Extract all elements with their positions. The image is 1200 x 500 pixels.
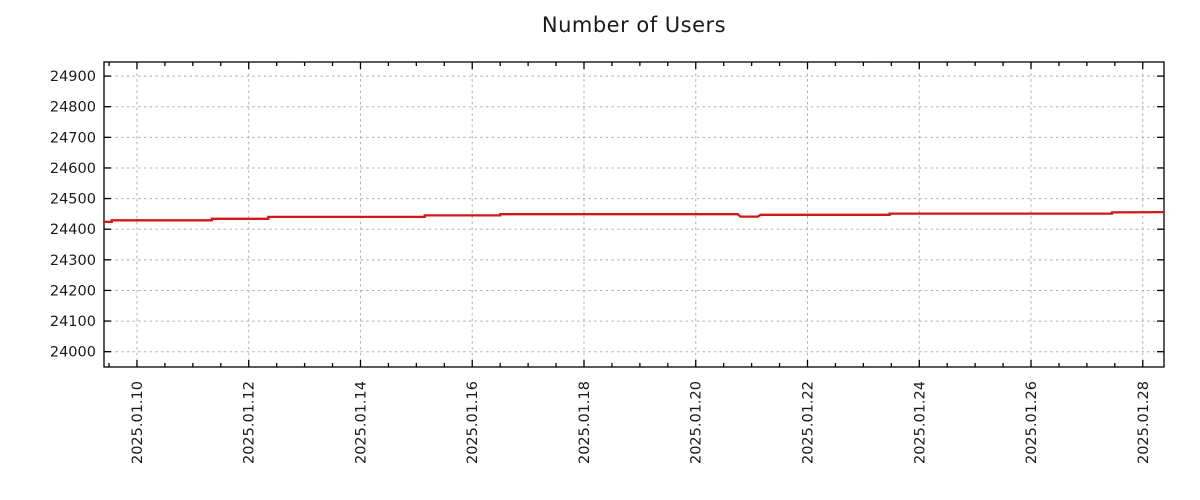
y-tick-label: 24800 bbox=[50, 100, 96, 116]
y-tick-label: 24700 bbox=[50, 130, 96, 146]
x-tick-label: 2025.01.24 bbox=[912, 381, 928, 464]
x-tick-label: 2025.01.12 bbox=[242, 381, 258, 464]
y-tick-label: 24000 bbox=[50, 345, 96, 361]
y-tick-label: 24300 bbox=[50, 253, 96, 269]
y-tick-label: 24600 bbox=[50, 161, 96, 177]
x-tick-label: 2025.01.16 bbox=[465, 381, 481, 464]
y-tick-label: 24200 bbox=[50, 283, 96, 299]
data-line bbox=[104, 210, 1165, 223]
y-tick-label: 24100 bbox=[50, 314, 96, 330]
chart-title: Number of Users bbox=[541, 13, 727, 37]
y-tick-label: 24500 bbox=[50, 192, 96, 208]
x-tick-label: 2025.01.22 bbox=[801, 381, 817, 464]
x-tick-label: 2025.01.28 bbox=[1136, 381, 1152, 464]
x-tick-label: 2025.01.26 bbox=[1024, 381, 1040, 464]
y-tick-label: 24400 bbox=[50, 222, 96, 238]
y-tick-label: 24900 bbox=[50, 69, 96, 85]
x-tick-label: 2025.01.20 bbox=[689, 381, 705, 464]
x-tick-label: 2025.01.14 bbox=[353, 381, 369, 464]
x-tick-label: 2025.01.10 bbox=[130, 381, 146, 464]
plot-border bbox=[103, 61, 1165, 368]
x-tick-label: 2025.01.18 bbox=[577, 381, 593, 464]
